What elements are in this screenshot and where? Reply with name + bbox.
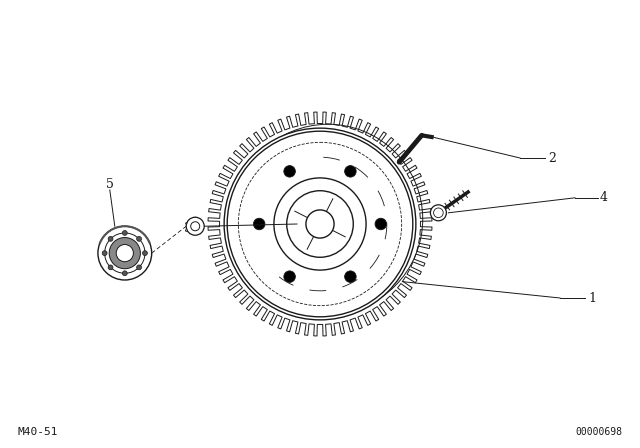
Circle shape <box>109 237 140 269</box>
Polygon shape <box>208 112 432 336</box>
Circle shape <box>284 271 296 282</box>
Circle shape <box>122 271 127 276</box>
Circle shape <box>186 217 204 235</box>
Circle shape <box>102 251 107 255</box>
Circle shape <box>136 237 141 241</box>
Text: 2: 2 <box>548 151 556 164</box>
Text: M40-51: M40-51 <box>18 427 58 437</box>
Circle shape <box>116 245 133 262</box>
Text: 5: 5 <box>106 178 114 191</box>
Circle shape <box>274 178 366 270</box>
Circle shape <box>143 251 147 255</box>
Text: 3: 3 <box>184 221 192 234</box>
Text: 1: 1 <box>588 292 596 305</box>
Circle shape <box>284 166 296 177</box>
Circle shape <box>224 128 416 320</box>
Text: 4: 4 <box>600 191 608 204</box>
Circle shape <box>136 265 141 270</box>
Circle shape <box>227 131 413 317</box>
Circle shape <box>306 210 334 238</box>
Text: 00000698: 00000698 <box>575 427 622 437</box>
Circle shape <box>375 218 387 230</box>
Circle shape <box>253 218 265 230</box>
Circle shape <box>108 265 113 270</box>
Circle shape <box>345 271 356 282</box>
Circle shape <box>344 166 356 177</box>
Circle shape <box>108 237 113 241</box>
Circle shape <box>98 226 152 280</box>
Circle shape <box>431 205 447 221</box>
Circle shape <box>122 231 127 235</box>
Circle shape <box>287 191 353 257</box>
